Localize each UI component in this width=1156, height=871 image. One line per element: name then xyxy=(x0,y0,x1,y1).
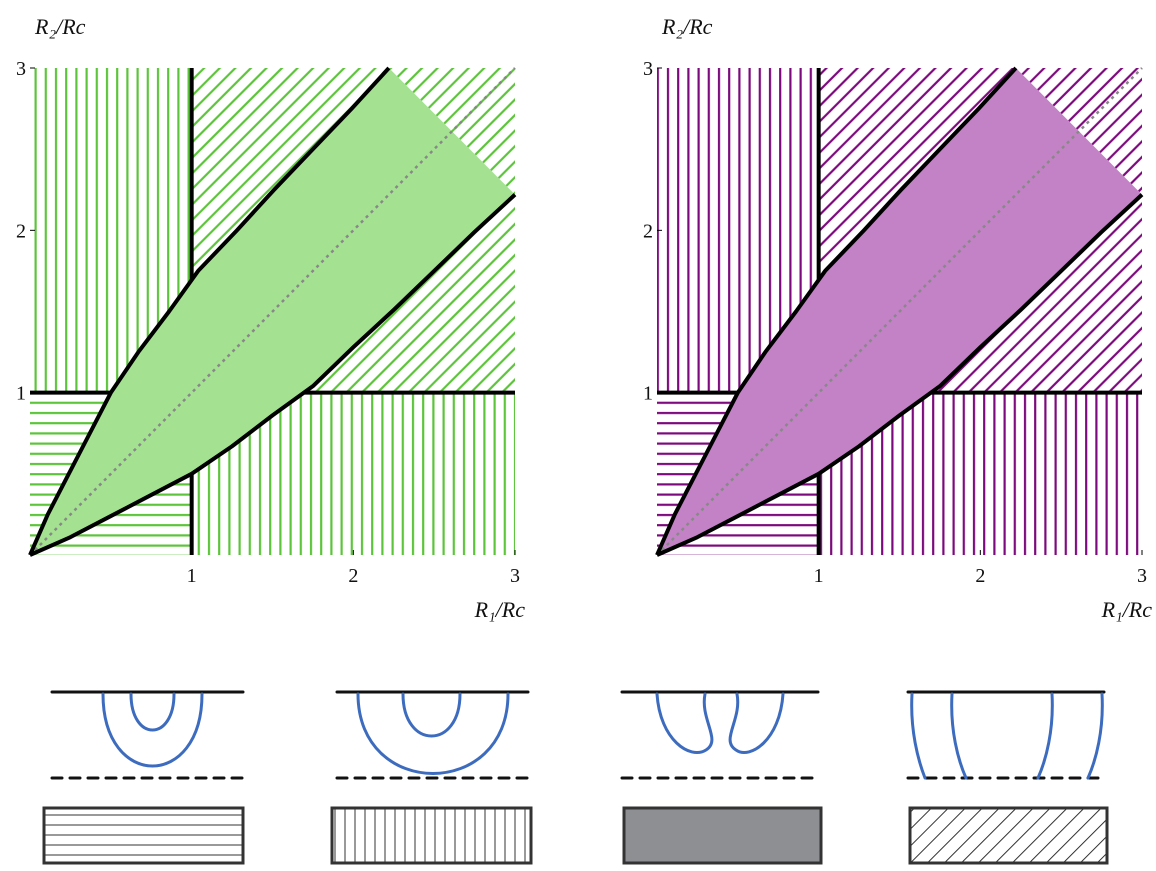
x-axis-label: R₁/Rc xyxy=(474,597,526,622)
contour xyxy=(728,692,785,754)
x-tick-label: 2 xyxy=(975,565,985,587)
contour xyxy=(101,692,204,768)
x-tick-label: 3 xyxy=(510,565,520,587)
glyph-diagonal xyxy=(908,806,1109,865)
boundary-curve xyxy=(656,193,1144,557)
diagonal xyxy=(656,67,1143,556)
glyph-solid xyxy=(622,806,823,865)
y-tick-label: 3 xyxy=(16,58,26,80)
glyph-horizontal xyxy=(42,806,245,865)
glyph-vertical xyxy=(330,806,533,865)
diagonal xyxy=(29,67,516,556)
contour xyxy=(950,692,968,780)
panel: 1 2 3 1 2 3 R₁/Rc R₂/Rc xyxy=(643,14,1152,622)
x-tick-label: 1 xyxy=(814,565,824,587)
boundary-curve xyxy=(28,66,391,556)
contour xyxy=(1036,692,1054,780)
x-tick-label: 3 xyxy=(1137,565,1147,587)
contour xyxy=(1086,692,1104,780)
x-axis-label: R₁/Rc xyxy=(1101,597,1153,622)
contour xyxy=(655,692,714,754)
y-axis-label: R₂/Rc xyxy=(34,14,86,39)
y-axis-label: R₂/Rc xyxy=(661,14,713,39)
y-tick-label: 1 xyxy=(16,383,26,405)
y-tick-label: 3 xyxy=(643,58,653,80)
legend-glyphs xyxy=(42,690,1109,865)
contour xyxy=(401,692,462,738)
boundary-curve xyxy=(29,193,517,557)
contour xyxy=(910,692,927,780)
x-tick-label: 1 xyxy=(187,565,197,587)
y-tick-label: 1 xyxy=(643,383,653,405)
contour xyxy=(129,692,176,732)
contour xyxy=(356,692,510,775)
boundary-curve xyxy=(655,66,1018,556)
y-tick-label: 2 xyxy=(16,220,26,242)
panel: 1 2 3 1 2 3 R₁/Rc R₂/Rc xyxy=(16,14,525,622)
x-tick-label: 2 xyxy=(348,565,358,587)
y-tick-label: 2 xyxy=(643,220,653,242)
